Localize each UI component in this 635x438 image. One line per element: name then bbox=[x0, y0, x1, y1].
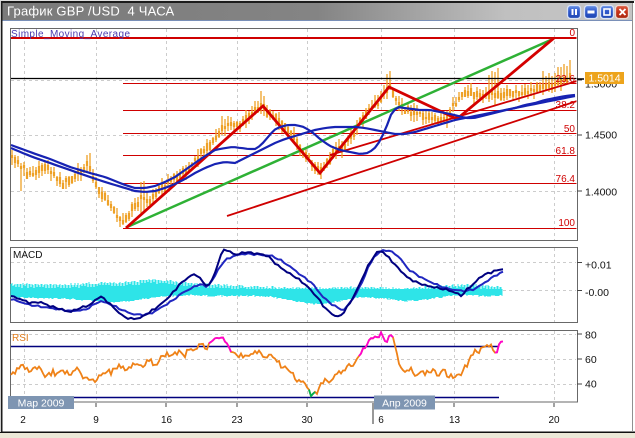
svg-text:23.6: 23.6 bbox=[556, 74, 576, 85]
svg-text:50: 50 bbox=[564, 124, 576, 135]
svg-text:38.2: 38.2 bbox=[556, 100, 576, 111]
svg-text:График GBP /USD 4 ЧАСА: График GBP /USD 4 ЧАСА bbox=[7, 4, 175, 19]
svg-text:MACD: MACD bbox=[13, 250, 42, 261]
svg-text:23: 23 bbox=[231, 415, 243, 426]
svg-text:1.5014: 1.5014 bbox=[588, 73, 620, 85]
svg-text:76.4: 76.4 bbox=[556, 174, 576, 185]
svg-text:20: 20 bbox=[548, 415, 560, 426]
svg-text:1.4000: 1.4000 bbox=[585, 187, 617, 199]
svg-text:-0.00: -0.00 bbox=[585, 287, 609, 299]
svg-text:61.8: 61.8 bbox=[556, 146, 576, 157]
svg-text:100: 100 bbox=[558, 218, 575, 229]
svg-text:6: 6 bbox=[378, 415, 384, 426]
svg-text:1.4500: 1.4500 bbox=[585, 130, 617, 142]
svg-text:Simple_Moving_Average: Simple_Moving_Average bbox=[11, 29, 130, 40]
svg-text:RSI: RSI bbox=[12, 333, 29, 344]
svg-text:40: 40 bbox=[585, 379, 597, 391]
svg-text:0: 0 bbox=[569, 28, 575, 39]
svg-text:9: 9 bbox=[93, 415, 99, 426]
svg-text:16: 16 bbox=[161, 415, 173, 426]
svg-text:30: 30 bbox=[301, 415, 313, 426]
svg-text:Апр 2009: Апр 2009 bbox=[382, 398, 427, 410]
svg-text:+0.01: +0.01 bbox=[585, 260, 612, 272]
svg-text:60: 60 bbox=[585, 354, 597, 366]
svg-text:13: 13 bbox=[449, 415, 461, 426]
svg-text:Мар 2009: Мар 2009 bbox=[18, 398, 65, 410]
svg-text:2: 2 bbox=[20, 415, 26, 426]
svg-text:80: 80 bbox=[585, 330, 597, 342]
